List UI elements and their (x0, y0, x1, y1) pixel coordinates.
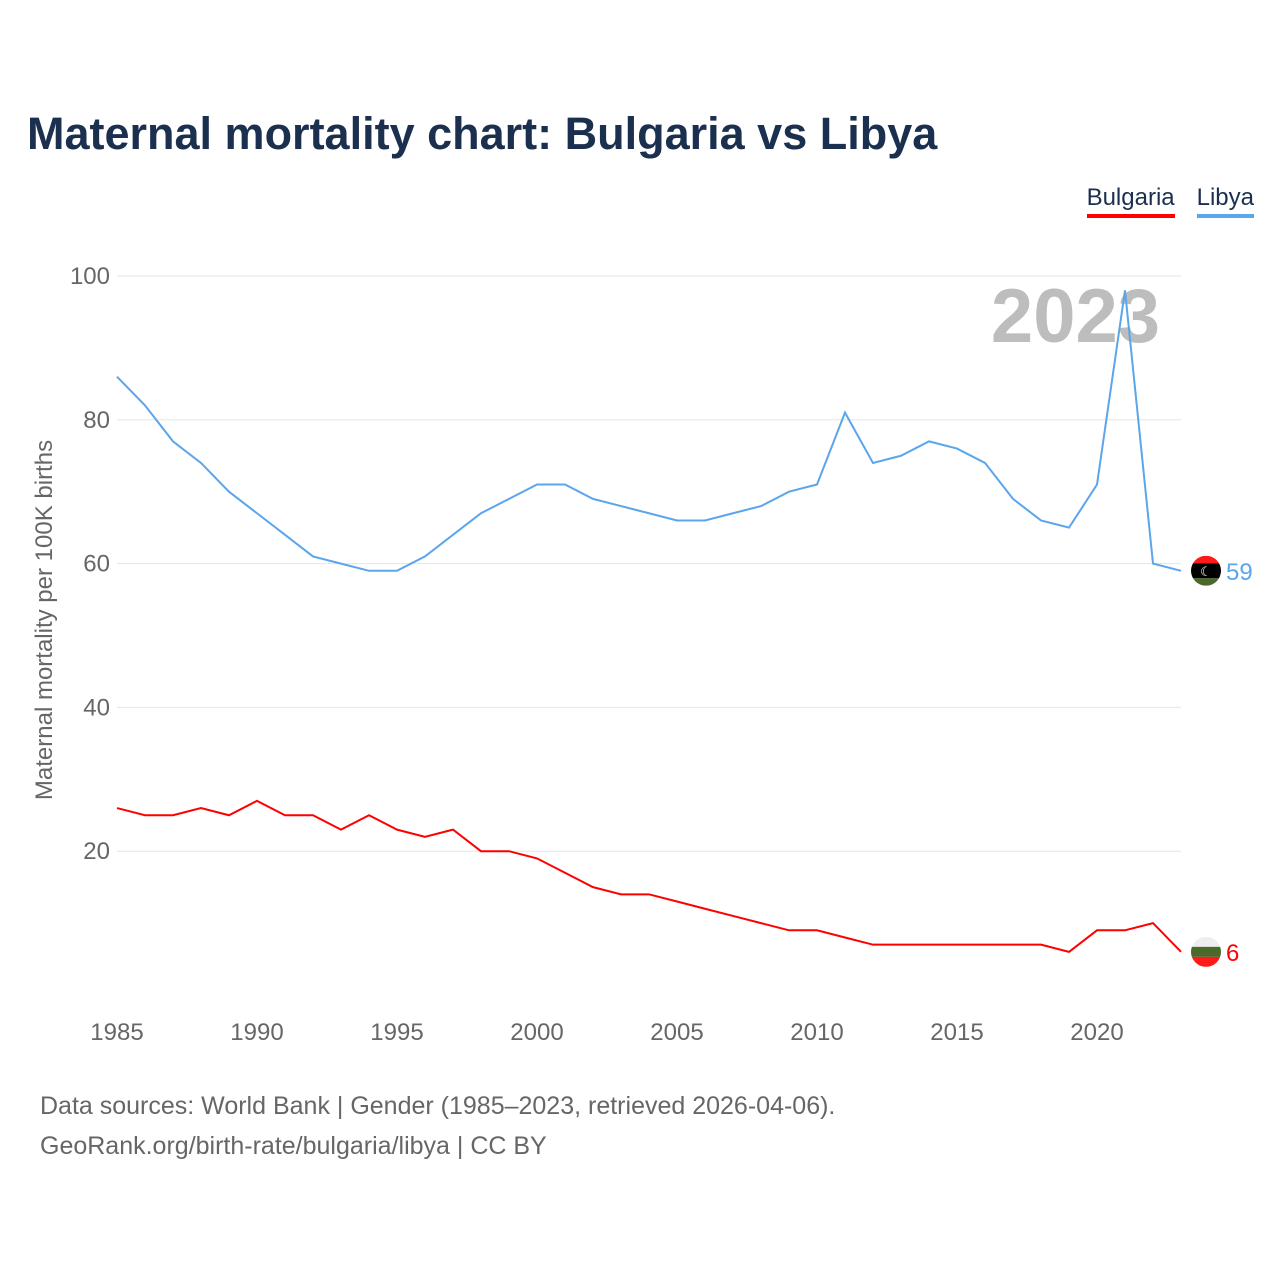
x-tick-label: 2015 (930, 1019, 983, 1046)
y-tick-label: 60 (83, 551, 110, 578)
x-tick-label: 2020 (1070, 1019, 1123, 1046)
source-text: Data sources: World Bank | Gender (1985–… (40, 1092, 836, 1120)
svg-text:☾: ☾ (1200, 564, 1212, 579)
x-tick-label: 2010 (790, 1019, 843, 1046)
x-tick-label: 1990 (230, 1019, 283, 1046)
x-tick-label: 2005 (650, 1019, 703, 1046)
end-value-label: 59 (1226, 559, 1253, 586)
series-line-libya (116, 290, 1182, 572)
y-tick-label: 100 (70, 263, 110, 290)
y-tick-label: 80 (83, 407, 110, 434)
x-tick-label: 2000 (510, 1019, 563, 1046)
y-tick-label: 20 (83, 838, 110, 865)
end-value-label: 6 (1226, 940, 1239, 967)
legend-bulgaria[interactable]: Bulgaria (1086, 184, 1175, 218)
series-line-bulgaria (116, 799, 1182, 953)
flag-icon-libya: ☾ (1191, 555, 1221, 586)
chart-title: Maternal mortality chart: Bulgaria vs Li… (27, 108, 938, 159)
y-axis-label: Maternal mortality per 100K births (31, 440, 58, 800)
y-tick-label: 40 (83, 694, 110, 721)
legend-libya[interactable]: Libya (1196, 184, 1254, 218)
year-watermark: 2023 (991, 274, 1160, 359)
x-tick-label: 1985 (90, 1019, 143, 1046)
credit-link[interactable]: GeoRank.org/birth-rate/bulgaria/libya | … (40, 1132, 547, 1160)
footer: Data sources: World Bank | Gender (1985–… (40, 1086, 835, 1166)
flag-icon-bulgaria (1191, 936, 1221, 967)
legend: Bulgaria Libya (1086, 184, 1254, 218)
x-tick-label: 1995 (370, 1019, 423, 1046)
